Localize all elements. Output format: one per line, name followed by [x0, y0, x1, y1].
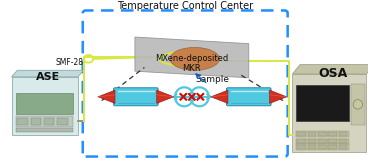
Polygon shape — [157, 90, 174, 103]
FancyBboxPatch shape — [16, 116, 73, 127]
FancyBboxPatch shape — [308, 145, 316, 149]
FancyBboxPatch shape — [328, 145, 337, 149]
FancyBboxPatch shape — [296, 131, 349, 137]
FancyBboxPatch shape — [318, 145, 327, 149]
FancyBboxPatch shape — [12, 77, 78, 135]
FancyBboxPatch shape — [16, 93, 73, 114]
Polygon shape — [98, 90, 115, 103]
FancyBboxPatch shape — [328, 139, 337, 143]
Polygon shape — [270, 90, 287, 103]
FancyBboxPatch shape — [296, 144, 349, 150]
FancyBboxPatch shape — [293, 74, 366, 152]
Polygon shape — [211, 90, 228, 103]
FancyBboxPatch shape — [308, 132, 316, 136]
Polygon shape — [135, 37, 249, 78]
FancyBboxPatch shape — [297, 132, 306, 136]
Text: OSA: OSA — [319, 67, 348, 80]
FancyBboxPatch shape — [297, 145, 306, 149]
FancyBboxPatch shape — [339, 132, 347, 136]
FancyBboxPatch shape — [296, 85, 349, 122]
Polygon shape — [12, 70, 84, 77]
FancyBboxPatch shape — [31, 118, 41, 125]
Text: SMF-28: SMF-28 — [56, 58, 84, 67]
Text: Temperature Control Center: Temperature Control Center — [117, 1, 253, 11]
Text: MXene-deposited
MKR: MXene-deposited MKR — [155, 54, 228, 73]
FancyBboxPatch shape — [339, 139, 347, 143]
FancyBboxPatch shape — [328, 132, 337, 136]
Ellipse shape — [353, 100, 363, 109]
FancyBboxPatch shape — [113, 88, 158, 106]
FancyBboxPatch shape — [57, 118, 68, 125]
FancyBboxPatch shape — [318, 139, 327, 143]
FancyBboxPatch shape — [318, 132, 327, 136]
FancyBboxPatch shape — [339, 145, 347, 149]
FancyBboxPatch shape — [44, 118, 54, 125]
FancyBboxPatch shape — [226, 88, 271, 106]
FancyBboxPatch shape — [17, 118, 28, 125]
Text: Sample: Sample — [196, 75, 230, 84]
FancyBboxPatch shape — [351, 84, 364, 125]
FancyBboxPatch shape — [296, 139, 349, 144]
Ellipse shape — [170, 47, 219, 70]
Text: ASE: ASE — [36, 72, 60, 82]
Polygon shape — [293, 64, 374, 74]
FancyBboxPatch shape — [308, 139, 316, 143]
FancyBboxPatch shape — [16, 128, 73, 132]
FancyBboxPatch shape — [297, 139, 306, 143]
